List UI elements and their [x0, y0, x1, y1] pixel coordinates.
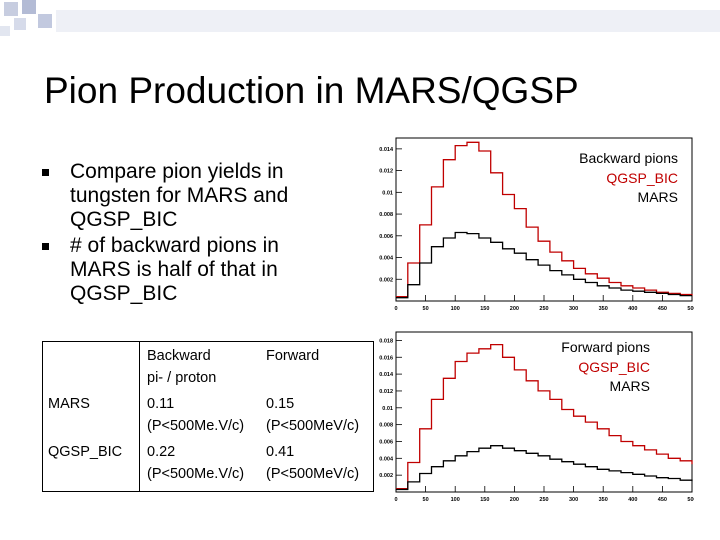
deco-square [4, 2, 18, 16]
x-tick-label: 350 [599, 306, 608, 312]
bullet-square-icon [42, 169, 49, 176]
y-tick-label: 0.012 [379, 389, 393, 395]
table-row: QGSP_BIC 0.22 (P<500Me.V/c) 0.41 (P<500MeV… [42, 437, 379, 485]
bullet-item: # of backward pions in MARS is half of t… [42, 234, 342, 306]
legend-qgsp: QGSP_BIC [606, 169, 678, 186]
x-tick-label: 200 [510, 497, 519, 503]
backward-value: 0.11 [147, 396, 175, 412]
x-tick-label: 300 [569, 306, 578, 312]
series-line-qgsp_bic [396, 141, 693, 298]
x-tick-label: 400 [628, 306, 637, 312]
backward-value: 0.22 [147, 444, 176, 460]
y-tick-label: 0.014 [379, 372, 394, 378]
forward-value: 0.41 [266, 444, 295, 460]
header-backward: Backward [147, 348, 211, 364]
forward-cell: 0.41 (P<500MeV/c) [260, 437, 379, 485]
legend-qgsp: QGSP_BIC [578, 358, 650, 375]
x-tick-label: 450 [658, 306, 667, 312]
backward-legend: Backward pions QGSP_BIC MARS [579, 149, 678, 208]
forward-value: 0.15 [266, 396, 295, 412]
x-tick-label: 50 [423, 306, 429, 312]
x-tick-label: 100 [451, 497, 460, 503]
x-tick-label: 350 [599, 497, 608, 503]
row-name: MARS [48, 396, 90, 412]
y-tick-label: 0.014 [379, 147, 394, 153]
x-tick-label: 400 [628, 497, 637, 503]
backward-cell: 0.22 (P<500Me.V/c) [141, 437, 260, 485]
plot-frame [395, 331, 693, 493]
y-tick-label: 0.006 [379, 439, 393, 445]
x-tick-label: 250 [539, 306, 548, 312]
legend-title: Forward pions [561, 339, 650, 355]
x-tick-label: 100 [451, 306, 460, 312]
backward-cond: (P<500Me.V/c) [147, 466, 245, 482]
comparison-table: Backward pi- / proton Forward MARS 0.11 (P… [42, 341, 379, 485]
deco-square [14, 18, 26, 30]
legend-mars: MARS [609, 378, 650, 394]
x-tick-label: 450 [658, 497, 667, 503]
series-line-mars [396, 231, 692, 299]
x-tick-label: 250 [539, 497, 548, 503]
deco-square [0, 26, 10, 36]
header-blank-cell [42, 341, 141, 389]
x-tick-label: 0 [394, 306, 397, 312]
x-tick-label: 200 [510, 306, 519, 312]
table-column-divider [139, 341, 140, 492]
forward-pions-plot: 0.002 0.004 0.006 0.008 0.01 0.012 0.014 0.016 0… [379, 331, 694, 503]
series-line-mars [396, 445, 693, 491]
x-tick-label: 150 [480, 306, 489, 312]
y-tick-label: 0.004 [379, 456, 394, 462]
table-header-row: Backward pi- / proton Forward [42, 341, 379, 389]
series-line-qgsp_bic [396, 343, 693, 490]
deco-bar [56, 10, 720, 32]
y-tick-label: 0.002 [379, 473, 393, 479]
y-tick-label: 0.01 [382, 190, 393, 196]
bullet-list: Compare pion yields in tungsten for MARS… [42, 160, 342, 308]
forward-cond: (P<500MeV/c) [266, 418, 360, 434]
header-forward: Forward [266, 348, 320, 364]
forward-cell: 0.15 (P<500MeV/c) [260, 389, 379, 437]
x-tick-label: 500 [687, 306, 694, 312]
bullet-item: Compare pion yields in tungsten for MARS… [42, 160, 342, 232]
y-tick-label: 0.006 [379, 234, 393, 240]
y-tick-label: 0.008 [379, 423, 393, 429]
header-backward-cell: Backward pi- / proton [141, 341, 260, 389]
bullet-square-icon [42, 243, 49, 250]
deco-square [38, 14, 52, 28]
forward-legend: Forward pions QGSP_BIC MARS [561, 338, 650, 397]
y-tick-label: 0.018 [379, 338, 393, 344]
x-tick-label: 500 [687, 497, 694, 503]
table-row: MARS 0.11 (P<500Me.V/c) 0.15 (P<500MeV/c) [42, 389, 379, 437]
legend-title: Backward pions [579, 150, 678, 166]
header-backward-sub: pi- / proton [147, 370, 217, 386]
bullet-text: # of backward pions in MARS is half of t… [70, 234, 279, 305]
slide-title: Pion Production in MARS/QGSP [44, 70, 579, 111]
forward-cond: (P<500MeV/c) [266, 466, 360, 482]
x-tick-label: 300 [569, 497, 578, 503]
bullet-text: Compare pion yields in tungsten for MARS… [70, 160, 289, 231]
backward-cell: 0.11 (P<500Me.V/c) [141, 389, 260, 437]
title-decoration [0, 0, 720, 36]
y-tick-label: 0.01 [382, 406, 393, 412]
row-name: QGSP_BIC [48, 444, 123, 460]
x-tick-label: 50 [423, 497, 429, 503]
x-tick-label: 0 [394, 497, 397, 503]
header-forward-cell: Forward [260, 341, 379, 389]
y-tick-label: 0.008 [379, 212, 393, 218]
deco-square [22, 0, 36, 14]
backward-pions-plot: 0.002 0.004 0.006 0.008 0.01 0.012 0.014 0 50 100… [379, 137, 694, 312]
legend-mars: MARS [637, 189, 678, 205]
backward-cond: (P<500Me.V/c) [147, 418, 245, 434]
y-tick-label: 0.002 [379, 277, 393, 283]
y-tick-label: 0.012 [379, 169, 393, 175]
y-tick-label: 0.016 [379, 355, 393, 361]
y-tick-label: 0.004 [379, 256, 394, 262]
x-tick-label: 150 [480, 497, 489, 503]
